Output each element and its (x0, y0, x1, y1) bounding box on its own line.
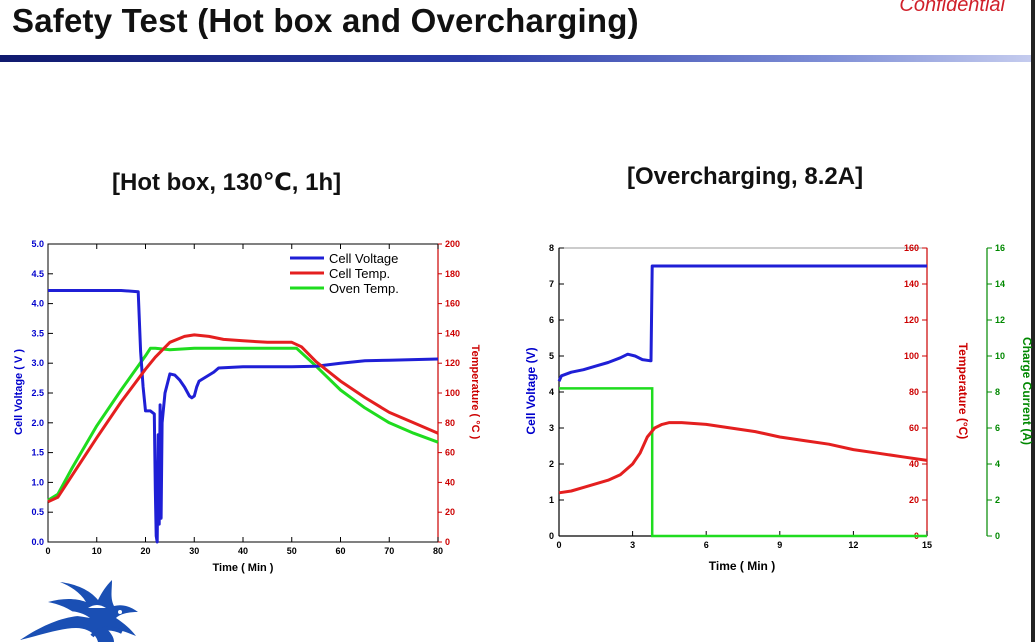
hotbox-y2-tick-label: 0 (445, 537, 450, 547)
hotbox-y-tick-label: 2.0 (31, 418, 44, 428)
overcharge-y3-tick-label: 2 (995, 495, 1000, 505)
hotbox-y-tick-label: 1.0 (31, 477, 44, 487)
overcharge-y2-tick-label: 40 (909, 459, 919, 469)
hotbox-y2-tick-label: 180 (445, 269, 460, 279)
overcharge-y2-tick-label: 60 (909, 423, 919, 433)
hotbox-legend-label: Cell Temp. (329, 266, 390, 281)
overcharge-y-tick-label: 2 (549, 459, 554, 469)
overcharge-y2-label: Temperature (°C) (956, 343, 970, 440)
hotbox-x-tick-label: 40 (238, 546, 248, 556)
overcharge-y3-tick-label: 10 (995, 351, 1005, 361)
overcharge-y-label: Cell Voltage (V) (524, 347, 538, 434)
right-edge-bar (1031, 0, 1035, 642)
overcharge-x-tick-label: 3 (630, 540, 635, 550)
hotbox-y2-tick-label: 80 (445, 418, 455, 428)
overcharge-x-tick-label: 0 (556, 540, 561, 550)
overcharge-cell-voltage-line (557, 264, 927, 382)
hotbox-y-tick-label: 3.5 (31, 328, 44, 338)
overcharge-y-tick-label: 8 (549, 243, 554, 253)
hotbox-x-tick-label: 0 (45, 546, 50, 556)
overcharge-y3-tick-label: 12 (995, 315, 1005, 325)
hotbox-series-cell-voltage-line (48, 289, 439, 544)
overcharge-y3-tick-label: 14 (995, 279, 1005, 289)
hotbox-x-tick-label: 20 (140, 546, 150, 556)
hotbox-y2-tick-label: 200 (445, 239, 460, 249)
hotbox-y-tick-label: 4.0 (31, 299, 44, 309)
overcharge-y2-tick-label: 120 (904, 315, 919, 325)
hotbox-y-tick-label: 0.0 (31, 537, 44, 547)
overcharge-y3-tick-label: 0 (995, 531, 1000, 541)
hotbox-y2-tick-label: 100 (445, 388, 460, 398)
hotbox-chart-title: [Hot box, 130℃, 1h] (112, 169, 342, 196)
hotbox-y2-tick-label: 140 (445, 328, 460, 338)
overcharge-plot-frame (558, 247, 928, 537)
overcharge-y-tick-label: 5 (549, 351, 554, 361)
overcharge-y3-tick-label: 6 (995, 423, 1000, 433)
overcharge-x-tick-label: 15 (922, 540, 932, 550)
overcharge-chart-title: [Overcharging, 8.2A] (627, 163, 864, 190)
hotbox-y2-tick-label: 160 (445, 299, 460, 309)
overcharge-charge-current-line (559, 387, 927, 538)
hotbox-x-tick-label: 10 (92, 546, 102, 556)
hotbox-y-tick-label: 5.0 (31, 239, 44, 249)
overcharge-y-tick-label: 1 (549, 495, 554, 505)
overcharge-y-tick-label: 3 (549, 423, 554, 433)
overcharge-y3-tick-label: 16 (995, 243, 1005, 253)
hotbox-y-tick-label: 2.5 (31, 388, 44, 398)
overcharge-x-tick-label: 12 (848, 540, 858, 550)
overcharge-y2-tick-label: 80 (909, 387, 919, 397)
hotbox-x-label: Time ( Min ) (213, 562, 274, 574)
overcharge-y-tick-label: 4 (549, 387, 554, 397)
slide-title: Safety Test (Hot box and Overcharging) (12, 2, 639, 39)
hotbox-legend-label: Oven Temp. (329, 281, 399, 296)
overcharge-y3-tick-label: 4 (995, 459, 1000, 469)
hotbox-y2-tick-label: 20 (445, 507, 455, 517)
overcharge-x-label: Time ( Min ) (709, 559, 775, 573)
overcharge-y2-tick-label: 160 (904, 243, 919, 253)
overcharge-y-tick-label: 7 (549, 279, 554, 289)
hotbox-series-cell-temp-line (47, 333, 439, 504)
hotbox-y-tick-label: 0.5 (31, 507, 44, 517)
hotbox-x-tick-label: 30 (189, 546, 199, 556)
overcharge-y-tick-label: 0 (549, 531, 554, 541)
overcharge-temperature-line (558, 421, 928, 495)
hotbox-y-tick-label: 4.5 (31, 269, 44, 279)
hotbox-chart: 0 10 20 30 40 50 60 70 80 0.0 0.5 1.0 1.5 2.0 2.5 3.0 3.… (13, 239, 481, 574)
hotbox-y-tick-label: 3.0 (31, 358, 44, 368)
hotbox-y2-tick-label: 40 (445, 477, 455, 487)
overcharge-x-tick-label: 9 (777, 540, 782, 550)
hotbox-x-tick-label: 60 (335, 546, 345, 556)
overcharge-x-tick-label: 6 (704, 540, 709, 550)
hotbox-y-label: Cell Voltage ( V ) (13, 349, 25, 435)
overcharge-y2-tick-label: 100 (904, 351, 919, 361)
hotbox-y2-label: Temperature ( °C ) (469, 345, 481, 440)
overcharge-y2-tick-label: 20 (909, 495, 919, 505)
hotbox-series-oven-temp-line (47, 346, 439, 502)
hotbox-legend-label: Cell Voltage (329, 251, 398, 266)
overcharge-y3-label: Charge Current (A) (1020, 337, 1034, 445)
hotbox-x-tick-label: 50 (287, 546, 297, 556)
overcharge-y-tick-label: 6 (549, 315, 554, 325)
title-divider (0, 55, 1035, 62)
hotbox-y-tick-label: 1.5 (31, 448, 44, 458)
dragon-logo (20, 580, 138, 642)
overcharge-y3-tick-label: 8 (995, 387, 1000, 397)
hotbox-y2-tick-label: 120 (445, 358, 460, 368)
hotbox-x-tick-label: 70 (384, 546, 394, 556)
confidential-label: Confidential (899, 0, 1005, 16)
hotbox-x-tick-label: 80 (433, 546, 443, 556)
hotbox-y2-tick-label: 60 (445, 448, 455, 458)
overcharge-chart: 0 3 6 9 12 1501234567802040608010012014016002… (524, 243, 1034, 573)
overcharge-y2-tick-label: 140 (904, 279, 919, 289)
